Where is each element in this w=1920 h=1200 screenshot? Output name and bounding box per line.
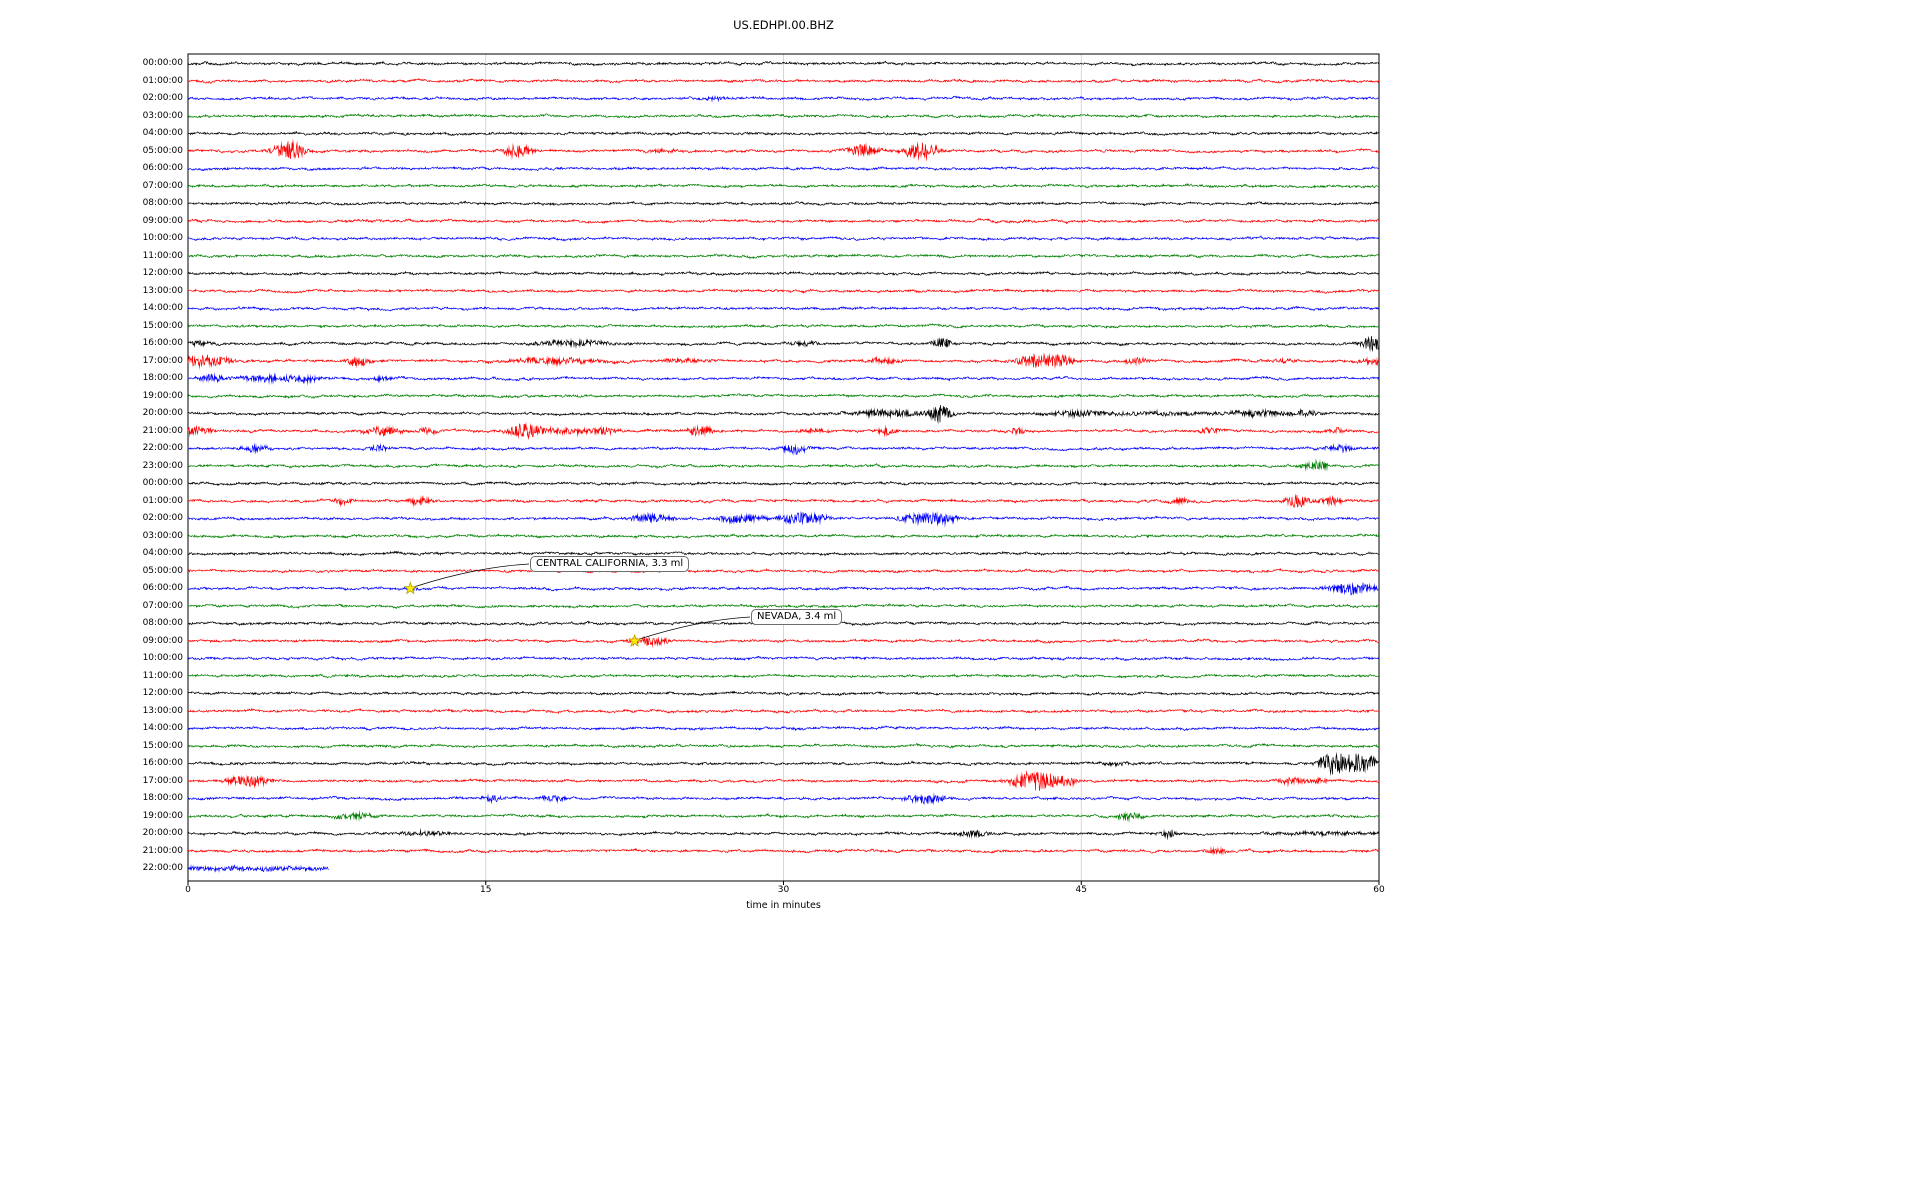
row-label: 06:00:00 <box>142 583 183 593</box>
row-label: 15:00:00 <box>142 740 183 751</box>
row-label: 13:00:00 <box>142 285 183 296</box>
row-label: 10:00:00 <box>142 653 183 663</box>
row-label: 18:00:00 <box>142 793 183 803</box>
row-label: 03:00:00 <box>142 530 183 541</box>
row-label: 08:00:00 <box>142 618 183 628</box>
annotation-central-california: CENTRAL CALIFORNIA, 3.3 ml <box>530 556 690 572</box>
row-labels: 00:00:00 01:00:00 02:00:00 03:00:00 04:00:00… <box>0 0 183 1200</box>
row-label: 02:00:00 <box>142 93 183 103</box>
x-axis-label: time in minutes <box>746 900 821 911</box>
annotation-nevada-text: NEVADA, 3.4 ml <box>757 611 837 622</box>
x-tick-label: 30 <box>777 885 790 895</box>
row-label: 05:00:00 <box>142 145 183 156</box>
row-label: 19:00:00 <box>142 810 183 821</box>
row-label: 22:00:00 <box>142 443 183 453</box>
row-label: 22:00:00 <box>142 863 183 873</box>
row-label: 04:00:00 <box>142 548 183 558</box>
row-label: 23:00:00 <box>142 460 183 471</box>
row-label: 01:00:00 <box>142 75 183 86</box>
row-label: 20:00:00 <box>142 828 183 838</box>
annotation-nevada: NEVADA, 3.4 ml <box>751 609 843 625</box>
row-label: 21:00:00 <box>142 425 183 436</box>
row-label: 17:00:00 <box>142 775 183 786</box>
row-label: 09:00:00 <box>142 635 183 646</box>
row-label: 18:00:00 <box>142 373 183 383</box>
row-label: 21:00:00 <box>142 845 183 856</box>
row-label: 16:00:00 <box>142 338 183 348</box>
row-label: 11:00:00 <box>142 670 183 681</box>
chart-title: US.EDHPI.00.BHZ <box>733 18 834 32</box>
row-label: 15:00:00 <box>142 320 183 331</box>
row-label: 19:00:00 <box>142 390 183 401</box>
x-tick-label: 60 <box>1373 885 1385 895</box>
row-label: 05:00:00 <box>142 565 183 576</box>
row-label: 14:00:00 <box>142 303 183 313</box>
row-label: 10:00:00 <box>142 233 183 243</box>
row-label: 01:00:00 <box>142 495 183 506</box>
row-label: 02:00:00 <box>142 513 183 523</box>
row-label: 04:00:00 <box>142 128 183 138</box>
row-label: 08:00:00 <box>142 198 183 208</box>
row-label: 12:00:00 <box>142 268 183 278</box>
row-label: 00:00:00 <box>142 58 183 68</box>
row-label: 14:00:00 <box>142 723 183 733</box>
x-tick-label: 45 <box>1075 885 1087 895</box>
x-tick-label: 0 <box>185 885 191 895</box>
row-label: 03:00:00 <box>142 110 183 121</box>
row-label: 11:00:00 <box>142 250 183 261</box>
row-label: 20:00:00 <box>142 408 183 418</box>
row-label: 00:00:00 <box>142 478 183 488</box>
row-label: 07:00:00 <box>142 180 183 191</box>
row-label: 12:00:00 <box>142 688 183 698</box>
row-label: 07:00:00 <box>142 600 183 611</box>
x-tick-label: 15 <box>480 885 492 895</box>
row-label: 13:00:00 <box>142 705 183 716</box>
row-label: 16:00:00 <box>142 758 183 768</box>
row-label: 06:00:00 <box>142 163 183 173</box>
row-label: 17:00:00 <box>142 355 183 366</box>
annotation-central-california-text: CENTRAL CALIFORNIA, 3.3 ml <box>536 558 684 569</box>
row-label: 09:00:00 <box>142 215 183 226</box>
